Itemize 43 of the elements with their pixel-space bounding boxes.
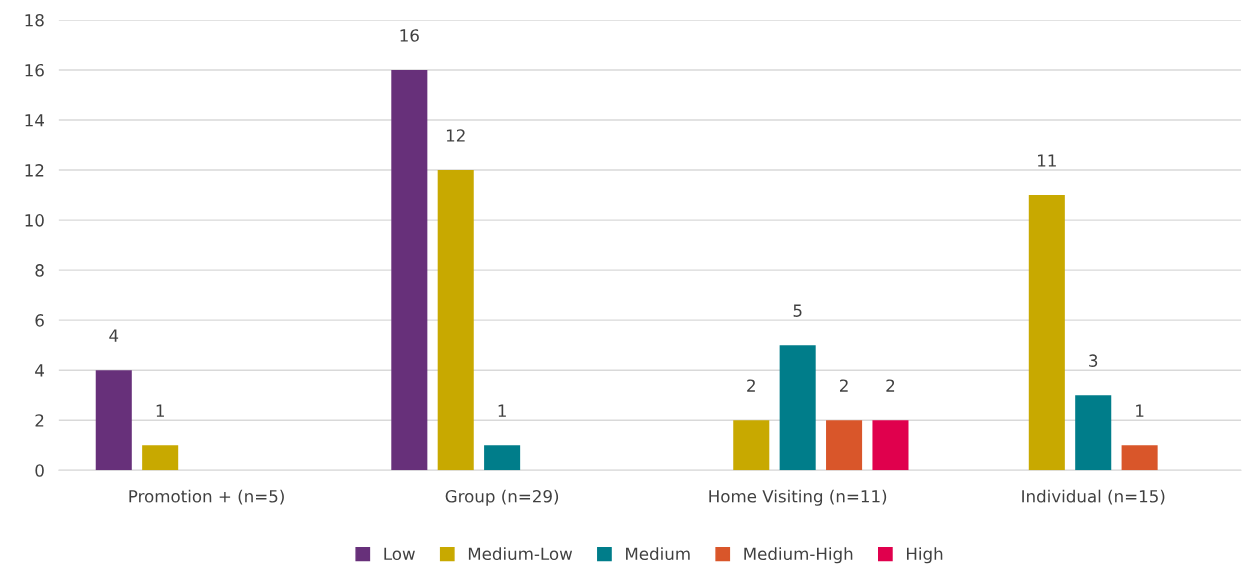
bar [484, 445, 521, 471]
bar [391, 69, 428, 471]
y-tick-label: 4 [35, 364, 44, 377]
y-tick-label: 10 [25, 214, 44, 227]
y-tick-label: 12 [25, 164, 44, 177]
bar [95, 370, 132, 471]
legend-label: Medium-Low [468, 547, 573, 561]
data-label: 16 [400, 29, 419, 42]
bar [733, 420, 770, 471]
bar [1075, 395, 1112, 471]
bar [826, 420, 863, 471]
data-label: 2 [747, 379, 755, 392]
legend-label: High [907, 547, 943, 564]
data-label: 12 [446, 129, 465, 142]
x-tick-label: Home Visiting (n=11) [709, 489, 887, 506]
x-tick-label: Individual (n=15) [1022, 489, 1165, 505]
legend-label: Medium-High [744, 547, 853, 564]
y-tick-label: 6 [35, 314, 44, 327]
data-label: 2 [886, 379, 895, 392]
legend-label: Low [384, 547, 415, 561]
y-tick-label: 2 [35, 414, 44, 427]
data-label: 1 [498, 404, 506, 417]
y-tick-label: 0 [35, 464, 44, 477]
data-label: 4 [109, 329, 119, 342]
data-label: 1 [156, 404, 164, 417]
bar [779, 345, 816, 471]
bar [142, 445, 179, 471]
x-tick-label: Group (n=29) [445, 489, 559, 506]
data-label: 5 [793, 304, 802, 317]
legend-label: Medium [626, 547, 690, 561]
bar [1028, 195, 1065, 471]
data-label: 2 [839, 379, 848, 392]
y-tick-label: 18 [25, 13, 44, 27]
bar [1121, 445, 1158, 471]
data-label: 1 [1136, 404, 1144, 417]
data-label: 11 [1038, 154, 1056, 167]
x-tick-label: Promotion + (n=5) [129, 489, 284, 505]
data-label: 3 [1089, 354, 1098, 367]
bar [437, 170, 474, 471]
y-tick-label: 16 [25, 63, 44, 77]
y-tick-label: 8 [35, 264, 44, 277]
y-tick-label: 14 [25, 114, 44, 127]
bar [872, 420, 909, 471]
